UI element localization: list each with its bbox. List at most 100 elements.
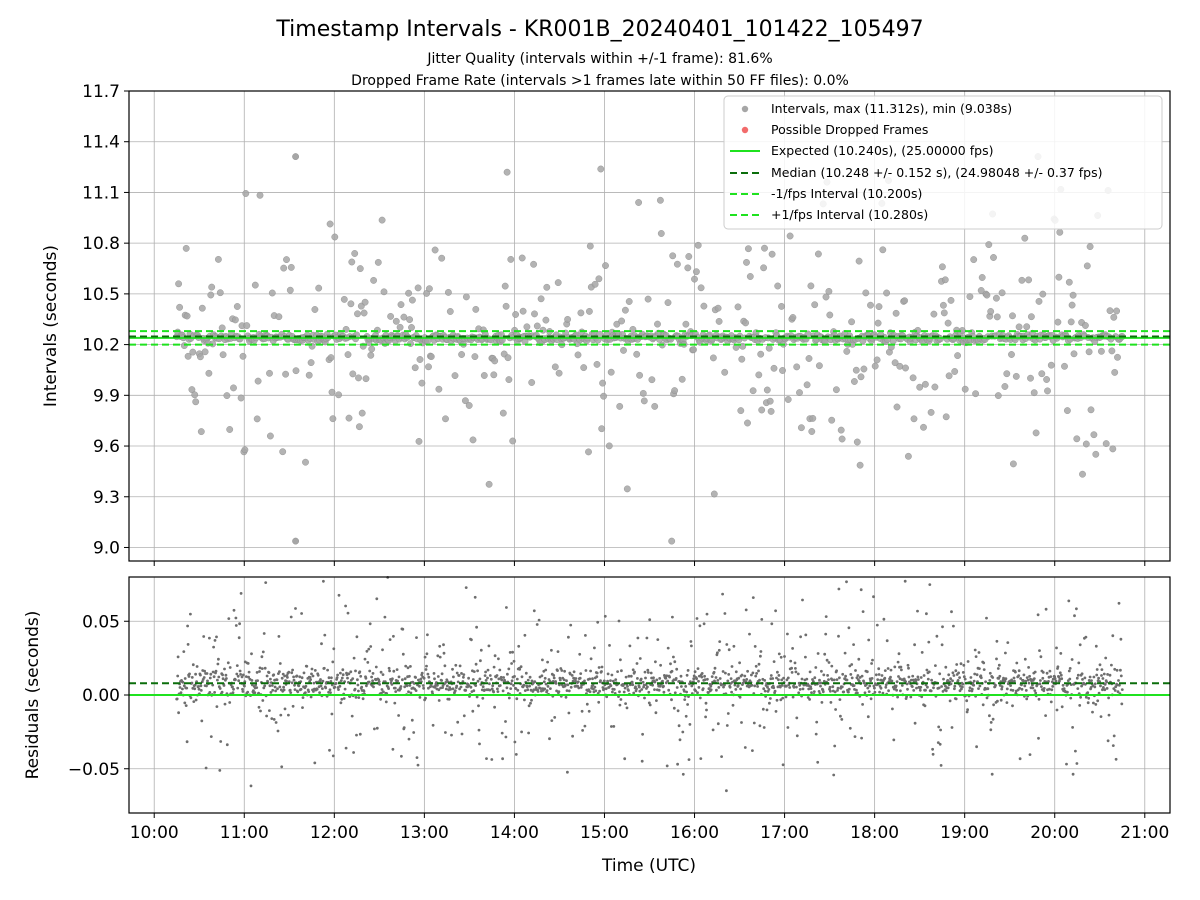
residual-point <box>862 679 865 683</box>
interval-point <box>368 345 376 353</box>
residual-point <box>391 747 395 751</box>
residual-point <box>714 676 718 679</box>
residual-point <box>828 685 832 689</box>
residual-point <box>903 579 907 583</box>
residual-point <box>381 673 385 676</box>
residual-point <box>1090 679 1093 682</box>
interval-point <box>1067 318 1075 326</box>
residual-point <box>998 674 1002 678</box>
interval-point <box>737 407 745 414</box>
residual-point <box>541 658 544 662</box>
residual-point <box>789 659 793 663</box>
interval-point <box>480 372 488 379</box>
residual-point <box>1099 684 1102 688</box>
residual-point <box>380 688 384 691</box>
interval-point <box>348 258 356 266</box>
interval-point <box>331 233 339 241</box>
residual-point <box>944 665 948 669</box>
interval-point <box>351 250 359 257</box>
residual-point <box>574 677 578 680</box>
residual-point <box>404 664 408 668</box>
residual-point <box>962 663 966 667</box>
residual-point <box>276 687 279 691</box>
residual-point <box>975 673 979 677</box>
residual-point <box>913 721 917 725</box>
residual-point <box>695 677 698 681</box>
residual-point <box>211 683 215 687</box>
residual-point <box>412 731 416 734</box>
residual-point <box>457 674 461 677</box>
residual-point <box>720 683 724 686</box>
interval-point <box>444 288 452 296</box>
residual-point <box>228 666 232 669</box>
residual-point <box>597 666 601 669</box>
residual-point <box>513 675 516 678</box>
residual-point <box>349 670 353 674</box>
residual-point <box>775 698 779 702</box>
residual-point <box>255 671 259 674</box>
residual-point <box>1022 673 1026 677</box>
residual-point <box>491 684 495 688</box>
residual-point <box>753 684 757 688</box>
residual-point <box>292 675 295 679</box>
interval-point <box>329 415 337 423</box>
residual-point <box>897 652 901 656</box>
residual-point <box>181 687 184 691</box>
residual-point <box>223 667 226 671</box>
residual-point <box>641 732 644 736</box>
residual-point <box>367 647 371 651</box>
residual-point <box>668 675 671 679</box>
interval-point <box>738 355 746 363</box>
interval-point <box>616 402 624 410</box>
residual-point <box>375 726 379 730</box>
interval-point <box>826 311 834 319</box>
residual-point <box>934 664 937 667</box>
residual-point <box>675 667 679 671</box>
residual-point <box>899 689 902 693</box>
residual-point <box>783 655 786 658</box>
residual-point <box>213 639 217 642</box>
residual-point <box>746 669 749 673</box>
residual-point <box>514 753 518 756</box>
residual-point <box>848 664 852 668</box>
residual-point <box>202 676 206 679</box>
residual-point <box>371 679 374 683</box>
residual-point <box>989 728 993 732</box>
residual-point <box>750 683 754 687</box>
residual-point <box>1097 676 1100 680</box>
residual-point <box>216 662 220 666</box>
interval-point <box>472 305 480 313</box>
residual-point <box>673 660 677 664</box>
residual-point <box>209 672 213 676</box>
interval-point <box>940 309 948 317</box>
residual-point <box>887 680 891 683</box>
residual-point <box>824 632 828 636</box>
residual-point <box>464 586 468 589</box>
residual-point <box>329 680 333 683</box>
residual-point <box>436 654 440 658</box>
interval-point <box>242 190 250 197</box>
residual-point <box>290 681 294 685</box>
residual-point <box>919 685 923 689</box>
residual-point <box>204 766 208 770</box>
residual-point <box>1096 699 1100 703</box>
interval-point <box>239 352 247 360</box>
residual-point <box>677 724 681 728</box>
bottom-reference-lines <box>129 682 1170 696</box>
interval-point <box>618 317 625 325</box>
residual-point <box>606 672 610 676</box>
interval-point <box>848 318 855 326</box>
interval-point <box>710 354 717 362</box>
residual-point <box>536 690 540 693</box>
residual-point <box>798 688 802 691</box>
residual-point <box>1078 704 1082 707</box>
residual-point <box>767 688 771 691</box>
interval-point <box>503 168 511 176</box>
interval-point <box>349 370 357 378</box>
residual-point <box>671 615 674 619</box>
interval-point <box>461 397 469 405</box>
interval-point <box>223 392 231 399</box>
residual-point <box>294 607 297 610</box>
interval-point <box>1028 313 1035 321</box>
residual-point <box>191 663 195 667</box>
